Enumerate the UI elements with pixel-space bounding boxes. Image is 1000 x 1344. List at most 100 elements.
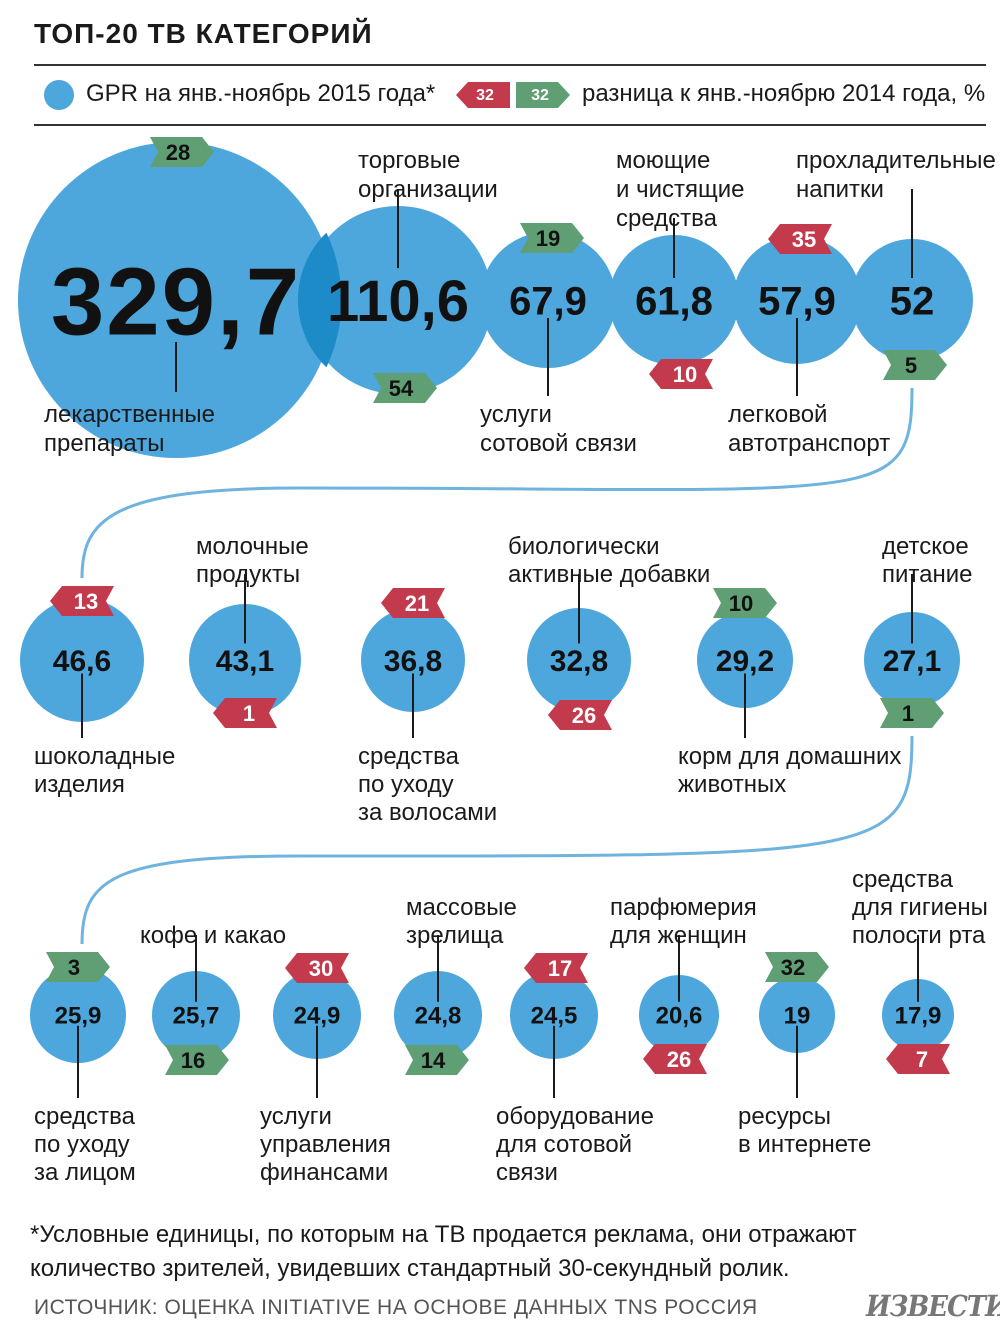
category-label-9: средства по уходу за волосами (358, 743, 497, 826)
diff-badge-4 (649, 359, 713, 389)
gpr-circle-11 (697, 612, 793, 708)
diff-value-17: 17 (548, 956, 572, 981)
gpr-circle-15 (273, 971, 361, 1059)
category-label-11: корм для домашних животных (678, 743, 901, 798)
category-label-15: услуги управления финансами (260, 1103, 391, 1186)
gpr-circle-6 (851, 239, 973, 361)
diff-value-5: 35 (792, 227, 816, 252)
diff-badge-14 (165, 1045, 229, 1075)
legend-badge-up-shape (516, 82, 570, 108)
category-label-12: детское питание (882, 533, 972, 588)
diff-badge-18 (643, 1044, 707, 1074)
category-label-8: молочные продукты (196, 533, 309, 588)
category-label-7: шоколадные изделия (34, 743, 175, 798)
legend-circle-label: GPR на янв.-ноябрь 2015 года* (86, 80, 436, 107)
gpr-circle-3 (480, 232, 616, 368)
chart-title: ТОП-20 ТВ КАТЕГОРИЙ (34, 18, 373, 49)
title-divider (34, 64, 986, 66)
diff-badge-20 (886, 1044, 950, 1074)
footnote: *Условные единицы, по которым на ТВ прод… (30, 1221, 857, 1282)
category-label-1: лекарственные препараты (44, 401, 215, 457)
category-label-17: оборудование для сотовой связи (496, 1103, 654, 1186)
gpr-circle-1 (18, 142, 334, 458)
source-note: ИСТОЧНИК: ОЦЕНКА INITIATIVE НА ОСНОВЕ ДА… (34, 1296, 758, 1319)
diff-badge-6 (883, 350, 947, 380)
diff-value-6: 5 (905, 353, 917, 378)
gpr-circle-5 (733, 236, 861, 364)
gpr-circle-16 (394, 971, 482, 1059)
gpr-circle-19 (759, 977, 835, 1053)
gpr-value-19: 19 (784, 1003, 811, 1030)
category-label-14: кофе и какао (140, 922, 286, 949)
izvestia-logo: ИЗВЕСТИЯ (866, 1290, 1000, 1324)
circle-overlap-lens (297, 232, 342, 368)
gpr-circle-13 (30, 967, 126, 1063)
diff-badge-15 (285, 953, 349, 983)
gpr-value-6: 52 (890, 279, 935, 323)
gpr-value-18: 20,6 (656, 1003, 703, 1030)
category-label-16: массовые зрелища (406, 894, 517, 949)
gpr-circle-17 (510, 971, 598, 1059)
diff-value-8: 1 (243, 701, 255, 726)
diff-value-13: 3 (68, 955, 80, 980)
diff-value-18: 26 (667, 1047, 691, 1072)
bubble-chart: лекарственные препараты торговые организаци… (18, 137, 996, 1186)
diff-badge-11 (713, 588, 777, 618)
diff-value-14: 16 (181, 1048, 205, 1073)
gpr-circle-8 (189, 604, 301, 716)
gpr-circle-18 (639, 975, 719, 1055)
diff-badge-1 (150, 137, 214, 167)
category-label-20: средства для гигиены полости рта (852, 866, 988, 949)
diff-badge-8 (213, 698, 277, 728)
category-label-6: прохладительные напитки (796, 147, 996, 203)
diff-value-9: 21 (405, 591, 429, 616)
gpr-value-12: 27,1 (883, 645, 941, 678)
diff-badge-10 (548, 700, 612, 730)
gpr-value-8: 43,1 (216, 645, 274, 678)
legend-divider (34, 124, 986, 126)
diff-badge-12 (880, 698, 944, 728)
diff-value-15: 30 (309, 956, 333, 981)
diff-value-4: 10 (673, 362, 697, 387)
category-label-19: ресурсы в интернете (738, 1103, 871, 1158)
legend-badge-down-text: 32 (476, 87, 494, 104)
diff-badge-7 (50, 586, 114, 616)
gpr-circle-2 (304, 206, 492, 394)
category-label-13: средства по уходу за лицом (34, 1103, 136, 1186)
gpr-circle-4 (609, 235, 739, 365)
gpr-value-10: 32,8 (550, 645, 608, 678)
gpr-value-1: 329,7 (51, 249, 301, 356)
legend-diff-label: разница к янв.-ноябрю 2014 года, % (582, 80, 986, 107)
diff-value-2: 54 (389, 376, 414, 401)
category-label-4: моющие и чистящие средства (616, 147, 744, 232)
gpr-value-20: 17,9 (895, 1003, 942, 1030)
diff-badge-9 (381, 588, 445, 618)
diff-badge-16 (405, 1045, 469, 1075)
diff-value-20: 7 (916, 1047, 928, 1072)
category-label-5: легковой автотранспорт (728, 401, 890, 457)
connector-line-row2-row3 (80, 735, 914, 945)
gpr-circle-14 (152, 971, 240, 1059)
diff-value-12: 1 (902, 701, 914, 726)
category-label-2: торговые организации (358, 147, 498, 203)
gpr-circle-7 (20, 598, 144, 722)
gpr-value-11: 29,2 (716, 645, 774, 678)
gpr-value-14: 25,7 (173, 1003, 220, 1030)
diff-value-7: 13 (74, 589, 98, 614)
diff-value-19: 32 (781, 955, 805, 980)
diff-value-16: 14 (421, 1048, 446, 1073)
connector-line-row1-row2 (80, 387, 914, 579)
gpr-value-4: 61,8 (635, 279, 713, 323)
diff-badge-13 (46, 952, 110, 982)
diff-value-1: 28 (166, 140, 190, 165)
gpr-circle-12 (864, 612, 960, 708)
diff-badge-17 (524, 953, 588, 983)
diff-value-11: 10 (729, 591, 753, 616)
gpr-value-3: 67,9 (509, 279, 587, 323)
legend: GPR на янв.-ноябрь 2015 года* 32 32 разн… (34, 70, 986, 120)
gpr-circle-20 (882, 979, 954, 1051)
gpr-value-16: 24,8 (415, 1003, 462, 1030)
diff-badge-2 (373, 373, 437, 403)
category-label-10: биологически активные добавки (508, 533, 710, 588)
legend-badges: 32 32 (456, 82, 570, 108)
